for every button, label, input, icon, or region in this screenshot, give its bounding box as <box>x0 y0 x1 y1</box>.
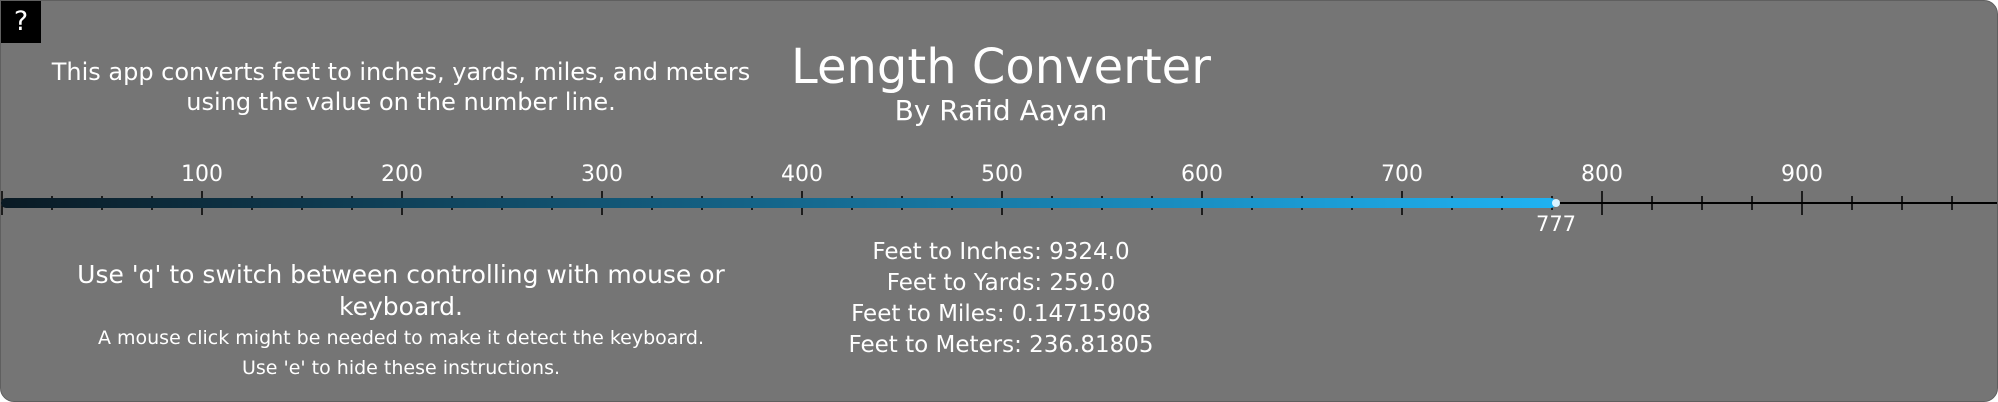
app-title: Length Converter <box>791 39 1211 95</box>
app-author: By Rafid Aayan <box>894 94 1108 127</box>
number-line[interactable]: 100 200 300 400 500 600 700 800 900 777 <box>1 151 1997 241</box>
value-handle[interactable] <box>1552 199 1560 207</box>
value-label: 777 <box>1536 212 1576 236</box>
result-miles: Feet to Miles: 0.14715908 <box>851 301 1151 327</box>
result-yards: Feet to Yards: 259.0 <box>886 270 1116 296</box>
instruction-line-3: Use 'e' to hide these instructions. <box>241 357 561 379</box>
instruction-line-1: Use 'q' to switch between controlling wi… <box>77 260 725 321</box>
tick-label: 900 <box>1781 162 1823 187</box>
tick-label: 300 <box>581 162 623 187</box>
conversion-results: Feet to Inches: 9324.0 Feet to Yards: 25… <box>801 237 1201 361</box>
tick-label: 500 <box>981 162 1023 187</box>
tick-label: 200 <box>381 162 423 187</box>
description-line-2: using the value on the number line. <box>186 88 616 116</box>
tick-label: 700 <box>1381 162 1423 187</box>
tick-label: 400 <box>781 162 823 187</box>
instructions: Use 'q' to switch between controlling wi… <box>21 259 781 383</box>
result-inches: Feet to Inches: 9324.0 <box>872 239 1130 265</box>
tick-label: 800 <box>1581 162 1623 187</box>
instruction-line-2: A mouse click might be needed to make it… <box>97 327 705 349</box>
help-button[interactable]: ? <box>1 1 41 43</box>
tick-label: 100 <box>181 162 223 187</box>
app-description: This app converts feet to inches, yards,… <box>41 57 761 117</box>
number-line-tick-labels: 100 200 300 400 500 600 700 800 900 <box>181 162 1823 187</box>
tick-label: 600 <box>1181 162 1223 187</box>
value-fill-bar <box>1 198 1556 208</box>
result-meters: Feet to Meters: 236.81805 <box>848 332 1154 358</box>
description-line-1: This app converts feet to inches, yards,… <box>51 58 751 86</box>
